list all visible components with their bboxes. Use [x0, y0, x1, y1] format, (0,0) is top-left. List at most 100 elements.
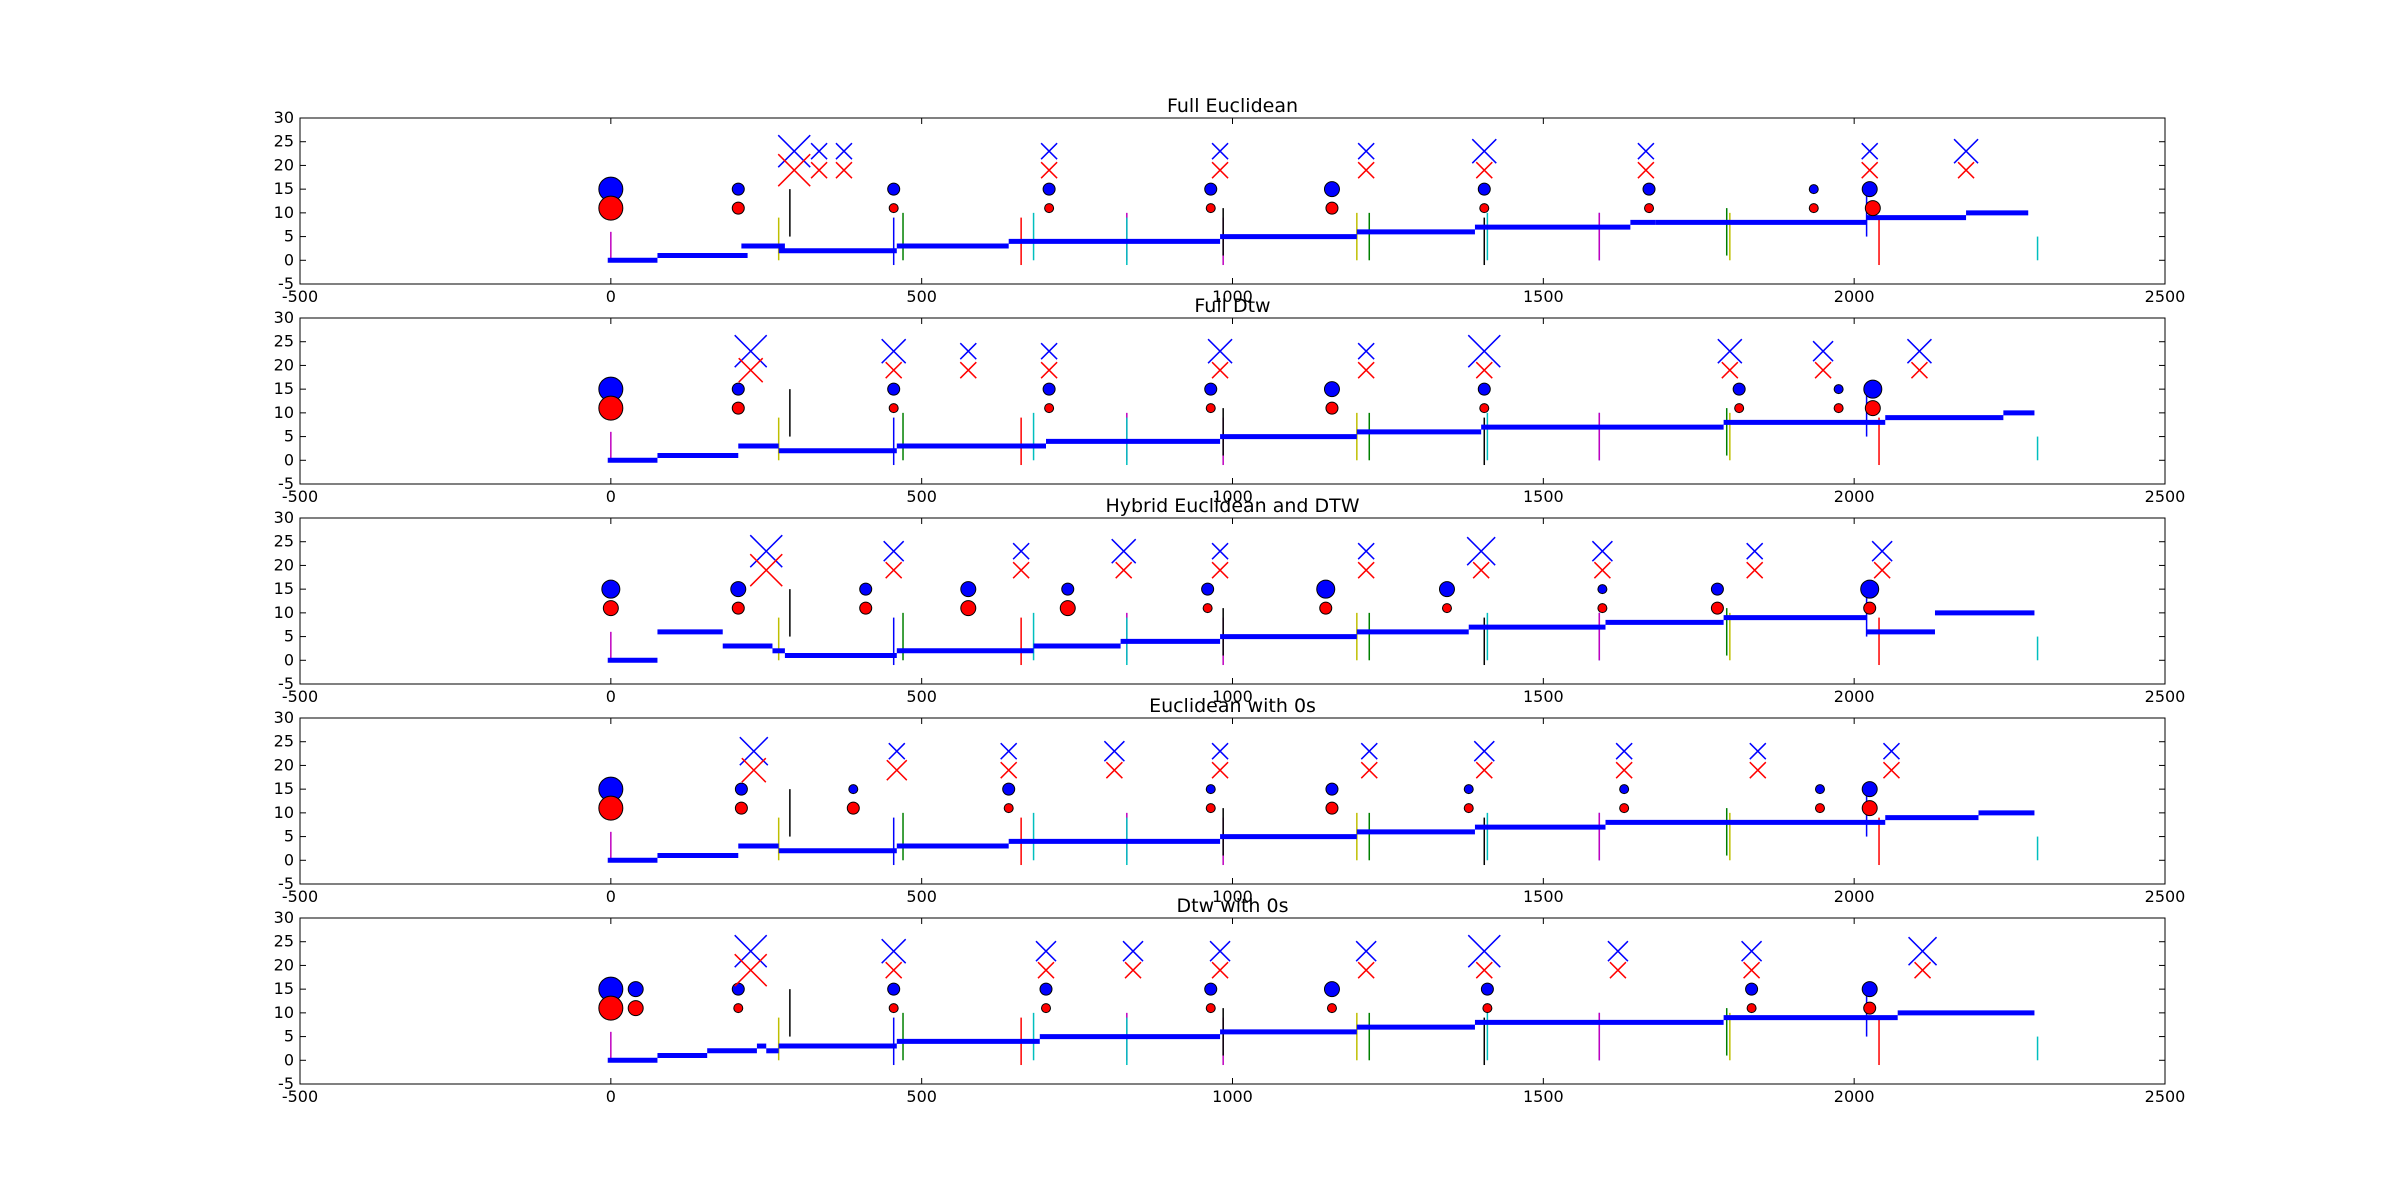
red-x-marker: [1475, 361, 1493, 379]
subplot-title: Hybrid Euclidean and DTW: [1105, 495, 1359, 517]
red-x-marker: [1475, 761, 1493, 779]
x-tick-label: 1000: [1212, 887, 1253, 906]
subplot-5: Dtw with 0s -500 0 500 1000 1500 2000 2500 -5 0 5 1…: [274, 895, 2186, 1106]
blue-dot: [627, 981, 644, 998]
x-tick-label: 2500: [2145, 1087, 2186, 1106]
axes-frame: [299, 317, 2166, 485]
blue-x-marker: [1111, 538, 1137, 564]
x-tick-label: 1000: [1212, 687, 1253, 706]
blue-x-marker: [1953, 138, 1979, 164]
subplot-title: Dtw with 0s: [1177, 895, 1289, 917]
red-x-marker: [749, 553, 783, 587]
blue-dot: [1323, 981, 1340, 998]
red-dot: [1597, 603, 1608, 614]
x-tick-label: 2500: [2145, 487, 2186, 506]
red-x-marker: [1115, 561, 1133, 579]
red-x-marker: [1873, 561, 1891, 579]
x-tick-label: 500: [906, 1087, 937, 1106]
red-dot: [1205, 403, 1216, 414]
y-tick-label: 15: [274, 579, 294, 598]
blue-dot: [1642, 182, 1656, 196]
blue-dot: [730, 581, 747, 598]
y-tick-label: 25: [274, 932, 294, 951]
red-x-marker: [1910, 361, 1928, 379]
red-x-marker: [1211, 561, 1229, 579]
blue-dot: [1861, 181, 1878, 198]
blue-dot: [1438, 581, 1455, 598]
y-tick-label: 20: [274, 155, 294, 174]
red-dot: [1441, 603, 1452, 614]
red-dot: [1863, 601, 1877, 615]
red-dot: [1326, 1003, 1337, 1014]
red-dot: [888, 203, 899, 214]
blue-x-marker: [1211, 542, 1229, 560]
red-x-marker: [1357, 361, 1375, 379]
y-tick-label: -5: [278, 1074, 294, 1093]
red-x-marker: [1472, 561, 1490, 579]
blue-x-marker: [1861, 142, 1879, 160]
red-x-marker: [1037, 961, 1055, 979]
red-dot: [1044, 203, 1055, 214]
blue-x-marker: [1908, 936, 1938, 966]
blue-dot: [1042, 382, 1056, 396]
blue-dot: [1745, 982, 1759, 996]
red-dot: [1319, 601, 1333, 615]
blue-dot: [601, 579, 621, 599]
y-tick-label: 10: [274, 203, 294, 222]
red-dot: [1864, 200, 1881, 217]
x-tick-label: 500: [906, 487, 937, 506]
y-tick-label: -5: [278, 474, 294, 493]
red-x-marker: [1040, 161, 1058, 179]
y-tick-label: 15: [274, 379, 294, 398]
blue-x-marker: [1467, 334, 1501, 368]
y-tick-label: 5: [284, 1027, 294, 1046]
blue-dot: [1861, 781, 1878, 798]
x-tick-label: 1500: [1523, 487, 1564, 506]
red-x-marker: [1012, 561, 1030, 579]
red-dot: [1044, 403, 1055, 414]
blue-x-marker: [1211, 142, 1229, 160]
blue-x-marker: [1012, 542, 1030, 560]
y-tick-label: 30: [274, 708, 294, 727]
red-dot: [598, 195, 624, 221]
axes-frame: [299, 117, 2166, 285]
red-dot: [1833, 403, 1844, 414]
y-tick-label: 0: [284, 850, 294, 869]
x-tick-label: 1500: [1523, 687, 1564, 706]
y-tick-label: 5: [284, 427, 294, 446]
red-x-marker: [777, 153, 811, 187]
blue-dot: [1463, 784, 1474, 795]
red-dot: [1325, 201, 1339, 215]
red-dot: [1710, 601, 1724, 615]
blue-x-marker: [1467, 934, 1501, 968]
x-tick-label: 1500: [1523, 287, 1564, 306]
blue-x-marker: [1040, 342, 1058, 360]
blue-x-marker: [1103, 740, 1125, 762]
red-dot: [1864, 400, 1881, 417]
y-tick-label: 5: [284, 627, 294, 646]
red-x-marker: [1000, 761, 1018, 779]
blue-dot: [1002, 782, 1016, 796]
red-x-marker: [741, 757, 767, 783]
blue-x-marker: [1871, 540, 1893, 562]
axes-frame: [299, 517, 2166, 685]
axes-frame: [299, 917, 2166, 1085]
red-dot: [1863, 1001, 1877, 1015]
blue-x-marker: [1882, 742, 1901, 760]
red-dot: [598, 795, 624, 821]
red-x-marker: [1721, 361, 1739, 379]
blue-x-marker: [1122, 940, 1144, 962]
blue-dot: [848, 784, 859, 795]
blue-x-marker: [1357, 142, 1375, 160]
red-x-marker: [1746, 561, 1764, 579]
blue-x-marker: [810, 142, 828, 160]
red-x-marker: [1211, 161, 1229, 179]
red-x-marker: [1957, 161, 1975, 179]
y-tick-label: 30: [274, 908, 294, 927]
y-tick-label: 0: [284, 250, 294, 269]
blue-dot: [731, 382, 745, 396]
red-x-marker: [1814, 361, 1832, 379]
red-dot: [627, 1000, 644, 1017]
red-dot: [859, 601, 873, 615]
